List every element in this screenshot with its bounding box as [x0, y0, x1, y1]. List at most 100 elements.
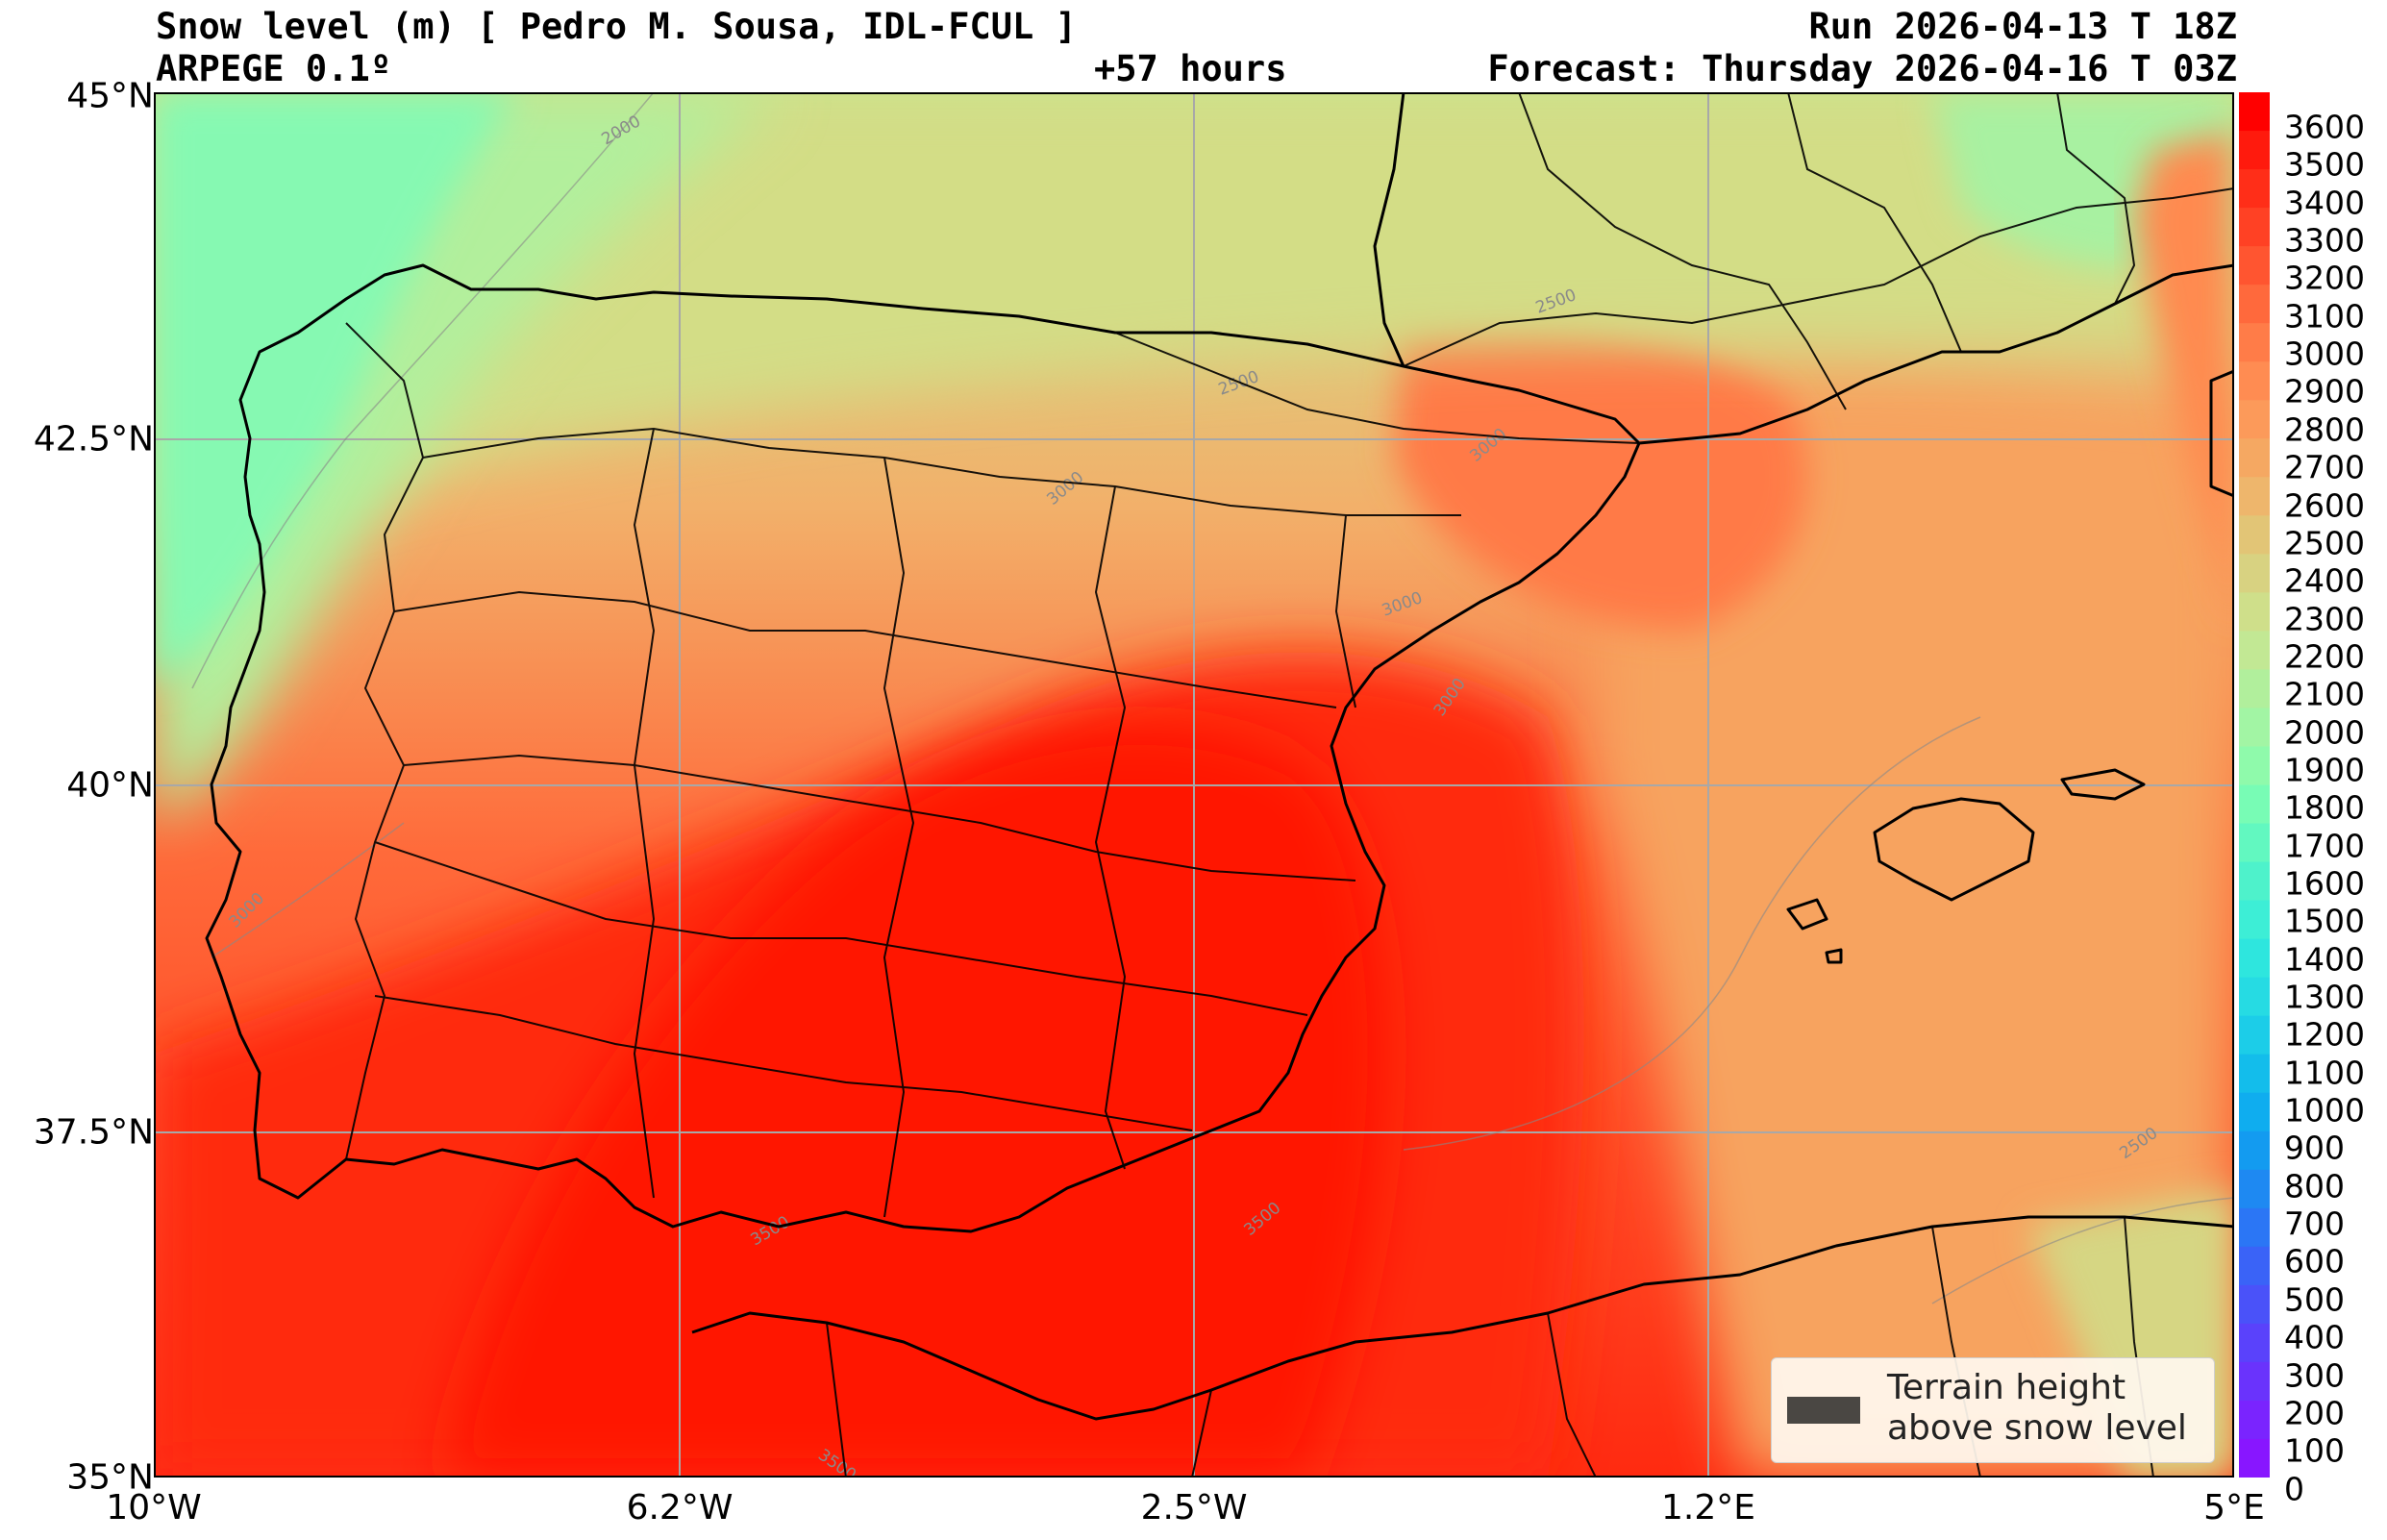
border-b: [393, 590, 1337, 708]
colorbar-segment: [2239, 208, 2270, 247]
colorbar-segment: [2239, 1207, 2270, 1248]
contour-2500-west: [211, 822, 405, 958]
lon-label-10w: 10°W: [106, 1488, 202, 1528]
forecast-time: Forecast: Thursday 2026-04-16 T 03Z: [1487, 48, 2237, 89]
border-africa-b: [1191, 1389, 1212, 1478]
colorbar-segment: [2239, 400, 2270, 439]
lon-label-5e: 5°E: [2203, 1488, 2265, 1528]
colorbar-label: 1600: [2284, 864, 2365, 903]
colorbar-label: 2100: [2284, 675, 2365, 713]
graticule: [154, 92, 2234, 1478]
colorbar-segment: [2239, 1092, 2270, 1132]
colorbar-label: 600: [2284, 1242, 2345, 1280]
colorbar-label: 1100: [2284, 1054, 2365, 1092]
colorbar-label: 3600: [2284, 108, 2365, 146]
colorbar-segment: [2239, 1054, 2270, 1094]
model-name: ARPEGE 0.1º: [156, 48, 392, 89]
border-h: [1094, 485, 1127, 1170]
legend-swatch: [1787, 1397, 1860, 1424]
border-a: [422, 427, 1461, 516]
snow-level-map: 2000 2500 2500 3000 3000 3000 3000 3000 …: [154, 92, 2234, 1478]
colorbar-segment: [2239, 592, 2270, 632]
colorbar-label: 0: [2284, 1470, 2304, 1507]
sardinia-edge: [2209, 369, 2234, 498]
field-red-core: [442, 725, 1387, 1478]
colorbar-label: 2000: [2284, 713, 2365, 752]
contour-3000-east: [1403, 716, 1981, 1151]
lon-label-2-5w: 2.5°W: [1140, 1488, 1248, 1528]
colorbar-segment: [2239, 977, 2270, 1017]
colorbar-label: 300: [2284, 1356, 2345, 1394]
formentera: [1825, 948, 1843, 964]
colorbar-segment: [2239, 1400, 2270, 1440]
colorbar-segment: [2239, 631, 2270, 671]
contours: [191, 92, 2234, 1304]
colorbar-label: 3500: [2284, 145, 2365, 184]
france-coastline: [1638, 263, 2234, 445]
colorbar-segment: [2239, 1246, 2270, 1286]
coastlines: [205, 92, 2234, 1421]
colorbar-label: 2300: [2284, 600, 2365, 637]
colorbar-label: 3300: [2284, 221, 2365, 260]
colorbar-label: 2400: [2284, 561, 2365, 600]
colorbar-segment: [2239, 938, 2270, 979]
colorbar-segment: [2239, 554, 2270, 593]
field-orange-alps: [2134, 131, 2234, 631]
colorbar-label: 2600: [2284, 486, 2365, 524]
mallorca: [1873, 797, 2035, 902]
france-atlantic-coast: [1373, 92, 1405, 367]
lon-label-6-2w: 6.2°W: [626, 1488, 734, 1528]
colorbar-label: 800: [2284, 1167, 2345, 1205]
legend-label: Terrain height above snow level: [1887, 1368, 2187, 1448]
colorbar-segment: [2239, 515, 2270, 555]
border-i: [1334, 514, 1356, 708]
africa-coastline: [691, 1215, 2234, 1421]
colorbar-label: 1900: [2284, 751, 2365, 789]
colorbar-label: 1400: [2284, 940, 2365, 979]
colorbar-label: 2500: [2284, 524, 2365, 562]
colorbar-segment: [2239, 1438, 2270, 1478]
colorbar-segment: [2239, 285, 2270, 324]
ibiza: [1786, 898, 1828, 931]
colorbar-segment: [2239, 669, 2270, 709]
border-africa-a: [826, 1322, 847, 1478]
colorbar-label: 2800: [2284, 410, 2365, 449]
colorbar-label: 3200: [2284, 259, 2365, 297]
colorbar-label: 500: [2284, 1280, 2345, 1319]
border-f: [633, 428, 656, 1199]
border-africa-c: [1547, 1312, 1597, 1478]
colorbar-segment: [2239, 361, 2270, 401]
colorbar-segment: [2239, 861, 2270, 902]
menorca: [2060, 768, 2146, 801]
colorbar-label: 1000: [2284, 1091, 2365, 1130]
colorbar-segment: [2239, 131, 2270, 170]
colorbar-label: 1200: [2284, 1015, 2365, 1054]
lat-label-45n: 45°N: [66, 76, 154, 116]
lat-label-35n: 35°N: [66, 1457, 154, 1498]
run-time: Run 2026-04-13 T 18Z: [1808, 6, 2237, 47]
colorbar-segment: [2239, 746, 2270, 786]
colorbar-label: 3000: [2284, 335, 2365, 373]
border-g: [883, 457, 915, 1218]
colorbar-segment: [2239, 1130, 2270, 1171]
colorbar-label: 400: [2284, 1318, 2345, 1356]
colorbar-segment: [2239, 438, 2270, 478]
colorbar-segment: [2239, 1323, 2270, 1363]
colorbar-label: 2700: [2284, 448, 2365, 486]
colorbar-segment: [2239, 823, 2270, 863]
contour-2000: [191, 92, 655, 689]
colorbar: [2239, 92, 2270, 1478]
map-title: Snow level (m) [ Pedro M. Sousa, IDL-FCU…: [156, 6, 1077, 47]
lat-label-37-5n: 37.5°N: [33, 1112, 154, 1153]
region-borders: [345, 92, 2234, 1478]
iberia-coastline: [205, 263, 1641, 1233]
border-c: [403, 754, 1356, 882]
colorbar-segment: [2239, 92, 2270, 132]
colorbar-label: 1700: [2284, 827, 2365, 865]
terrain-legend: Terrain height above snow level: [1771, 1357, 2215, 1463]
colorbar-segment: [2239, 1015, 2270, 1056]
colorbar-label: 2900: [2284, 372, 2365, 410]
lat-label-42-5n: 42.5°N: [33, 419, 154, 460]
border-france-b: [1518, 92, 1847, 410]
colorbar-label: 3400: [2284, 184, 2365, 222]
